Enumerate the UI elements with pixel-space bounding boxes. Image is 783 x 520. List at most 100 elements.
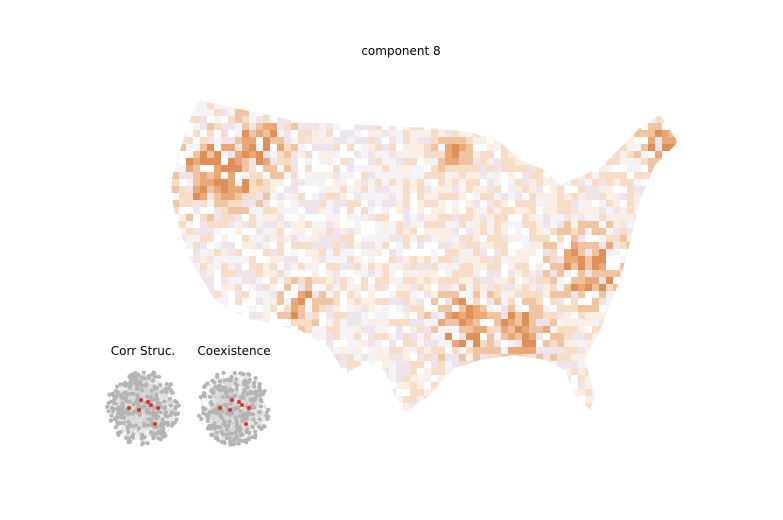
county xyxy=(333,102,341,110)
county xyxy=(403,102,411,110)
county xyxy=(613,172,621,180)
county xyxy=(466,242,474,250)
county xyxy=(340,354,348,362)
county xyxy=(627,298,635,306)
county xyxy=(676,361,678,369)
county xyxy=(452,100,460,103)
county xyxy=(543,102,551,110)
node xyxy=(170,390,175,395)
county xyxy=(487,319,495,327)
county xyxy=(172,382,180,390)
county xyxy=(340,277,348,285)
county xyxy=(578,389,586,397)
county xyxy=(170,179,173,187)
county xyxy=(361,410,369,412)
county xyxy=(235,277,243,285)
county xyxy=(564,179,572,187)
county xyxy=(648,403,656,411)
county xyxy=(620,207,628,215)
county xyxy=(179,361,187,369)
county xyxy=(669,298,677,306)
county xyxy=(193,214,201,222)
county xyxy=(312,109,320,117)
county xyxy=(375,100,383,103)
county xyxy=(410,270,418,278)
county xyxy=(585,165,593,173)
county xyxy=(249,298,257,306)
county xyxy=(396,298,404,306)
county xyxy=(669,277,677,285)
county xyxy=(375,109,383,117)
county xyxy=(571,172,579,180)
county xyxy=(396,347,404,355)
county xyxy=(361,249,369,257)
county xyxy=(354,403,362,411)
county xyxy=(445,382,453,390)
county xyxy=(620,214,628,222)
county xyxy=(613,277,621,285)
county xyxy=(256,102,264,110)
county xyxy=(235,186,243,194)
county xyxy=(599,100,607,103)
county xyxy=(172,319,180,327)
county xyxy=(578,186,586,194)
county xyxy=(170,102,173,110)
edge xyxy=(148,375,162,393)
county xyxy=(431,263,439,271)
county xyxy=(571,228,579,236)
county xyxy=(620,109,628,117)
county xyxy=(676,312,678,320)
county xyxy=(578,382,586,390)
county xyxy=(627,305,635,313)
county xyxy=(340,123,348,131)
county xyxy=(515,263,523,271)
county xyxy=(270,235,278,243)
node xyxy=(148,430,153,435)
county xyxy=(585,102,593,110)
county xyxy=(585,256,593,264)
county xyxy=(382,284,390,292)
county xyxy=(571,102,579,110)
county xyxy=(466,116,474,124)
county xyxy=(277,109,285,117)
county xyxy=(473,263,481,271)
county xyxy=(368,368,376,376)
county xyxy=(347,242,355,250)
county xyxy=(333,242,341,250)
county xyxy=(347,403,355,411)
county xyxy=(396,403,404,411)
county xyxy=(228,298,236,306)
county xyxy=(634,291,642,299)
county xyxy=(627,100,635,103)
county xyxy=(179,354,187,362)
county xyxy=(263,228,271,236)
county xyxy=(543,382,551,390)
county xyxy=(669,396,677,404)
county xyxy=(170,186,173,194)
county xyxy=(347,100,355,103)
county xyxy=(473,270,481,278)
county xyxy=(368,214,376,222)
county xyxy=(620,389,628,397)
county xyxy=(403,158,411,166)
county xyxy=(501,214,509,222)
county xyxy=(298,249,306,257)
county xyxy=(305,186,313,194)
county xyxy=(550,403,558,411)
county xyxy=(214,130,222,138)
county xyxy=(655,116,663,124)
county xyxy=(403,396,411,404)
county xyxy=(599,319,607,327)
county xyxy=(291,305,299,313)
county xyxy=(683,256,691,264)
county xyxy=(487,305,495,313)
county xyxy=(291,228,299,236)
county xyxy=(340,249,348,257)
county xyxy=(613,102,621,110)
county xyxy=(172,221,180,229)
county xyxy=(452,368,460,376)
county xyxy=(655,340,663,348)
county xyxy=(501,137,509,145)
county xyxy=(438,396,446,404)
county xyxy=(564,242,572,250)
